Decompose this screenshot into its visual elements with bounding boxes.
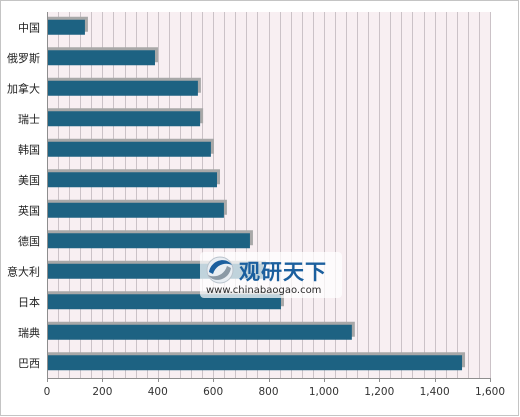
- plot-background: [47, 12, 490, 378]
- x-tick-label: 1,000: [309, 386, 339, 398]
- x-tick-label: 1,600: [475, 386, 505, 398]
- bar: [47, 324, 352, 340]
- watermark-url: www.chinabaogao.com: [206, 285, 321, 296]
- bars: [47, 16, 466, 371]
- y-tick-label: 瑞士: [18, 112, 40, 126]
- y-tick-label: 英国: [18, 203, 40, 217]
- x-tick-label: 400: [148, 386, 168, 398]
- bar: [47, 19, 85, 35]
- y-tick-label: 德国: [18, 234, 40, 248]
- gridlines: [58, 12, 491, 378]
- axes: [47, 12, 491, 382]
- watermark: 观研天下 www.chinabaogao.com: [200, 252, 342, 298]
- y-tick-label: 意大利: [7, 264, 40, 278]
- watermark-brand: 观研天下: [239, 260, 327, 284]
- bar: [47, 355, 463, 371]
- y-tick-label: 中国: [18, 21, 40, 34]
- y-tick-label: 巴西: [18, 357, 40, 370]
- watermark-backdrop: [200, 252, 342, 298]
- bar: [47, 202, 224, 218]
- bar: [47, 233, 250, 249]
- x-tick-label: 1,200: [364, 386, 394, 398]
- swirl-logo-icon: [206, 256, 234, 284]
- bar: [47, 141, 211, 157]
- y-tick-label: 加拿大: [7, 81, 40, 95]
- x-tick-label: 1,400: [420, 386, 450, 398]
- x-axis-labels: 0 200 400 600 800 1,000 1,200 1,400 1,600: [44, 386, 505, 398]
- x-tick-label: 800: [258, 386, 278, 398]
- bar: [47, 80, 198, 96]
- x-tick-label: 600: [203, 386, 223, 398]
- bar: [47, 50, 155, 66]
- y-tick-label: 日本: [18, 295, 40, 309]
- bar: [47, 111, 201, 127]
- y-tick-label: 俄罗斯: [7, 52, 40, 65]
- y-tick-label: 美国: [18, 174, 40, 187]
- y-tick-label: 韩国: [18, 142, 40, 156]
- x-tick-label: 0: [44, 386, 51, 398]
- y-tick-label: 瑞典: [18, 325, 40, 339]
- bar: [47, 172, 218, 188]
- x-tick-label: 200: [92, 386, 112, 398]
